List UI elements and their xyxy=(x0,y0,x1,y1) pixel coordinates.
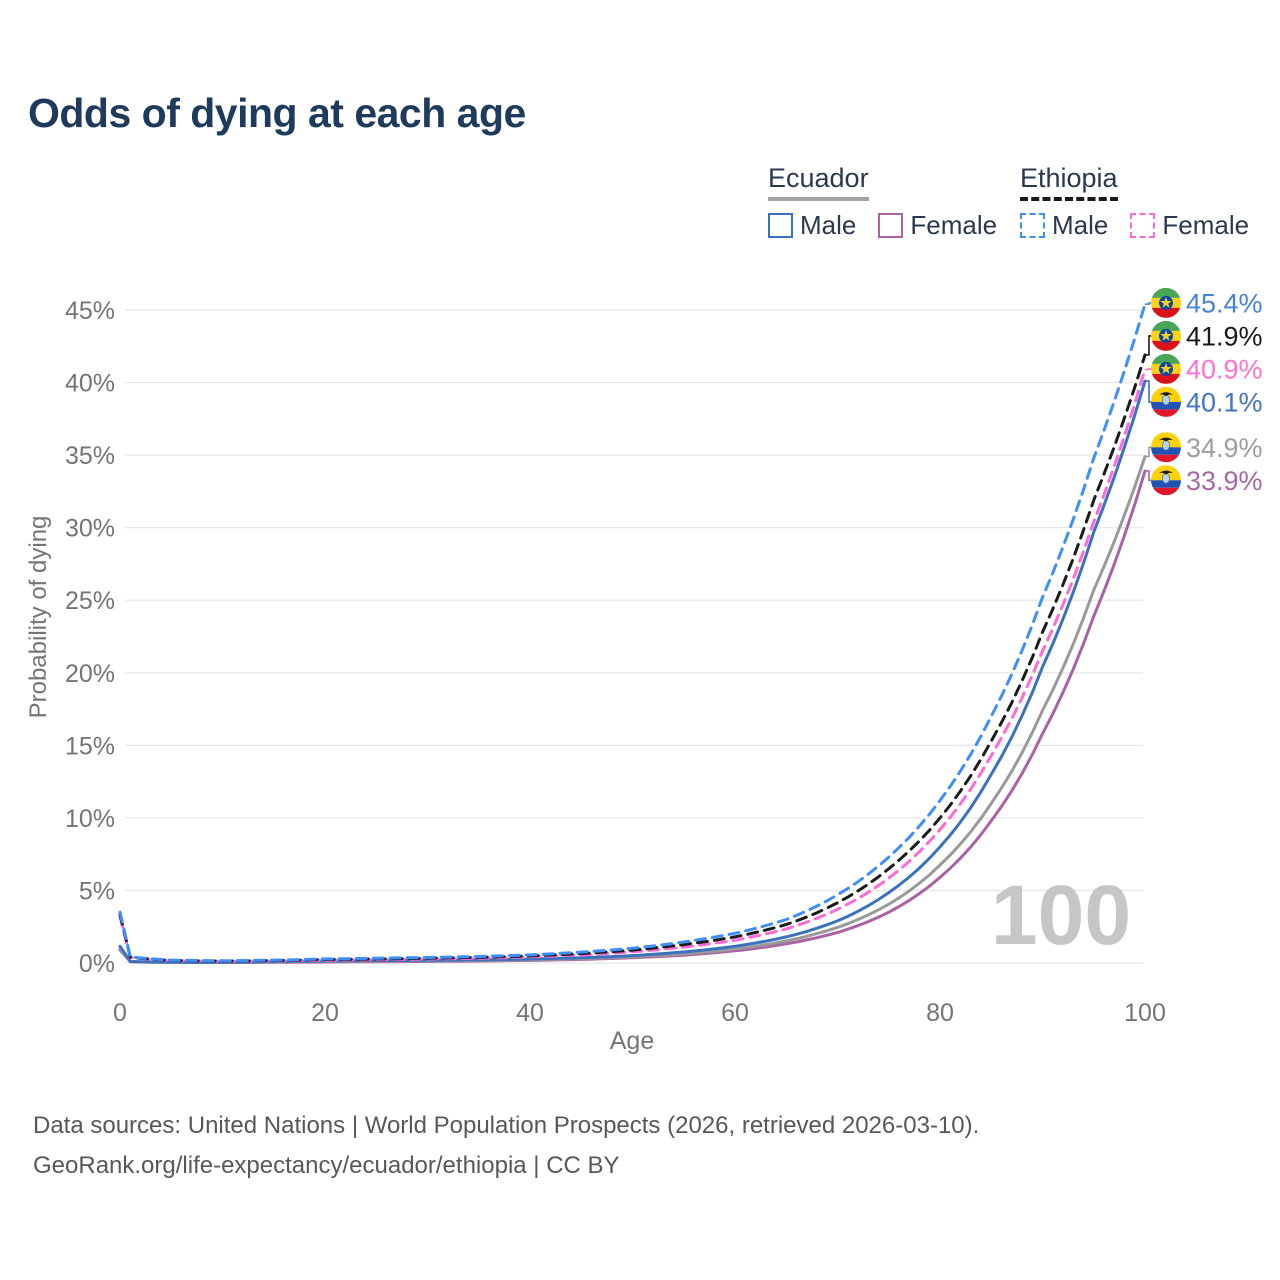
label-leader-line xyxy=(1145,380,1151,403)
legend-country-ecuador: Ecuador xyxy=(768,163,869,201)
label-leader-line xyxy=(1145,470,1151,482)
y-tick-label: 0% xyxy=(79,950,115,978)
end-value-label-ethiopia-male: 45.4% xyxy=(1186,288,1263,318)
ethiopia-female-swatch-icon xyxy=(1130,213,1156,238)
label-leader-line xyxy=(1145,446,1151,458)
legend-item-label: Male xyxy=(1052,210,1109,240)
ecuador-female-swatch-icon xyxy=(878,213,904,238)
label-leader-line xyxy=(1145,368,1151,371)
y-tick-label: 5% xyxy=(79,877,115,905)
ethiopia-male-swatch-icon xyxy=(1020,213,1045,238)
x-tick-label: 0 xyxy=(113,999,127,1027)
y-tick-label: 25% xyxy=(65,587,115,615)
y-tick-label: 15% xyxy=(65,732,115,760)
y-tick-label: 20% xyxy=(65,660,115,688)
ecuador-flag-icon xyxy=(1151,465,1181,496)
label-leader-line xyxy=(1145,335,1151,356)
y-tick-label: 30% xyxy=(65,515,115,543)
ethiopia-flag-icon xyxy=(1151,320,1181,351)
legend-item-ethiopia-female[interactable]: Female xyxy=(1130,210,1249,241)
ethiopia-flag-icon xyxy=(1151,353,1181,384)
ecuador-flag-icon xyxy=(1151,432,1181,463)
end-value-label-ecuador-both-sexes: 34.9% xyxy=(1186,433,1263,463)
legend-group-ethiopia: Ethiopia Male Female xyxy=(1020,163,1249,241)
legend-item-ecuador-female[interactable]: Female xyxy=(878,210,997,241)
footer: Data sources: United Nations | World Pop… xyxy=(33,1106,979,1186)
x-tick-label: 100 xyxy=(1124,999,1166,1027)
end-value-label-ethiopia-both-sexes: 41.9% xyxy=(1186,321,1263,351)
end-value-label-ethiopia-female: 40.9% xyxy=(1186,354,1263,384)
y-tick-label: 40% xyxy=(65,370,115,398)
ecuador-flag-icon xyxy=(1151,386,1181,417)
page-title: Odds of dying at each age xyxy=(28,90,526,136)
legend-item-label: Female xyxy=(910,210,998,240)
legend-country-ethiopia: Ethiopia xyxy=(1020,163,1118,201)
x-axis-title: Age xyxy=(610,1027,654,1055)
x-tick-label: 40 xyxy=(516,999,544,1027)
legend-item-ecuador-male[interactable]: Male xyxy=(768,210,856,241)
legend-item-ethiopia-male[interactable]: Male xyxy=(1020,210,1108,241)
y-tick-label: 45% xyxy=(65,297,115,325)
hover-age-watermark: 100 xyxy=(991,868,1131,962)
x-tick-label: 60 xyxy=(721,999,749,1027)
x-tick-label: 80 xyxy=(926,999,954,1027)
end-value-label-ecuador-male: 40.1% xyxy=(1186,387,1263,417)
ethiopia-flag-icon xyxy=(1151,287,1181,318)
x-tick-label: 20 xyxy=(311,999,339,1027)
legend-item-label: Female xyxy=(1162,210,1250,240)
y-tick-label: 10% xyxy=(65,805,115,833)
y-axis-title: Probability of dying xyxy=(25,516,52,719)
data-sources-line: Data sources: United Nations | World Pop… xyxy=(33,1112,980,1139)
series-line-ethiopia-male xyxy=(118,302,1147,963)
ecuador-male-swatch-icon xyxy=(768,213,793,238)
legend-item-label: Male xyxy=(800,210,857,240)
legend-group-ecuador: Ecuador Male Female xyxy=(768,163,997,241)
end-value-label-ecuador-female: 33.9% xyxy=(1186,466,1263,496)
y-tick-label: 35% xyxy=(65,442,115,470)
label-leader-line xyxy=(1145,302,1151,305)
attribution-line: GeoRank.org/life-expectancy/ecuador/ethi… xyxy=(33,1152,620,1179)
